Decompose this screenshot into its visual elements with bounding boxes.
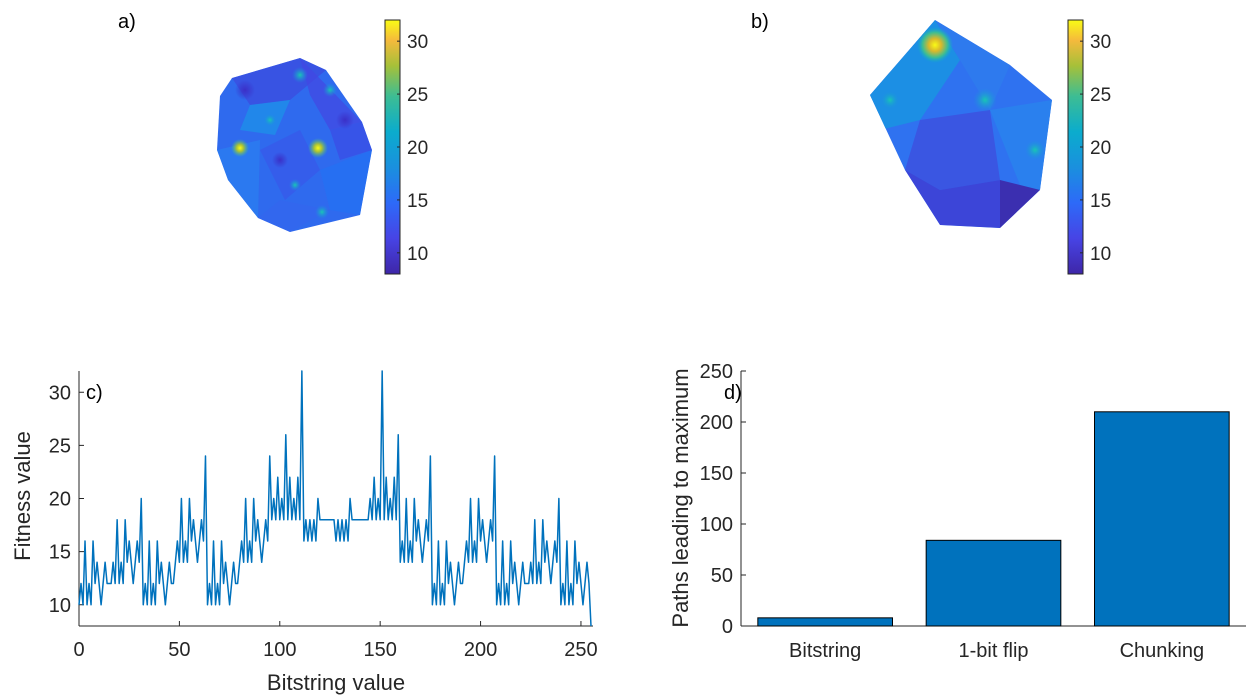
c-y-tick-label: 25 <box>49 435 71 457</box>
d-y-axis-label: Paths leading to maximum <box>668 368 693 627</box>
d-y-tick-label: 0 <box>722 616 733 638</box>
bar-chunking <box>1094 411 1230 627</box>
bar-1-bit-flip <box>925 539 1062 627</box>
colorbar-a-tick-label: 30 <box>407 32 428 53</box>
colorbar-a-tick-label: 25 <box>407 85 428 106</box>
colorbar-a-tick-label: 20 <box>407 138 428 159</box>
colorbar-b-tick-label: 15 <box>1090 191 1111 212</box>
d-y-tick-label: 200 <box>700 412 733 434</box>
d-y-tick-label: 250 <box>700 361 733 383</box>
c-y-tick-label: 10 <box>49 595 71 617</box>
c-y-axis-label: Fitness value <box>10 431 35 561</box>
d-y-tick-label: 50 <box>711 565 733 587</box>
colorbar-b-tick-label: 25 <box>1090 85 1111 106</box>
d-x-tick-label: Bitstring <box>789 640 861 662</box>
c-x-tick-label: 100 <box>263 639 296 661</box>
panel-label-b: b) <box>751 11 769 33</box>
d-y-tick-label: 150 <box>700 463 733 485</box>
panel-label-a: a) <box>118 11 136 33</box>
colorbar-b-tick-label: 20 <box>1090 138 1111 159</box>
c-x-tick-label: 250 <box>564 639 597 661</box>
c-x-tick-label: 50 <box>168 639 190 661</box>
colorbar-a: 10 15 20 25 30 <box>384 19 428 275</box>
panel-label-d: d) <box>724 382 742 404</box>
c-y-tick-label: 15 <box>49 542 71 564</box>
surface-map-a <box>217 58 372 232</box>
colorbar-b-tick-label: 30 <box>1090 32 1111 53</box>
colorbar-b: 10 15 20 25 30 <box>1067 19 1111 275</box>
c-y-tick-label: 20 <box>49 489 71 511</box>
d-x-tick-label: Chunking <box>1120 640 1205 662</box>
c-x-tick-label: 150 <box>363 639 396 661</box>
colorbar-a-tick-label: 15 <box>407 191 428 212</box>
c-y-tick-label: 30 <box>49 382 71 404</box>
c-x-tick-label: 0 <box>73 639 84 661</box>
colorbar-a-tick-label: 10 <box>407 244 428 265</box>
d-x-tick-label: 1-bit flip <box>958 640 1028 662</box>
c-x-tick-label: 200 <box>464 639 497 661</box>
fitness-series-line <box>78 370 592 627</box>
c-x-axis-label: Bitstring value <box>267 670 405 695</box>
line-chart-c: 0 50 100 150 200 250 10 15 20 25 30 c) Bitstring v… <box>10 370 598 695</box>
bar-chart-d: 0 50 100 150 200 250 Bitstring 1-bit flip Chunki… <box>668 361 1246 662</box>
bar-bitstring <box>757 617 893 627</box>
surface-map-b <box>870 20 1052 228</box>
panel-label-c: c) <box>86 382 103 404</box>
d-y-tick-label: 100 <box>700 514 733 536</box>
colorbar-b-tick-label: 10 <box>1090 244 1111 265</box>
